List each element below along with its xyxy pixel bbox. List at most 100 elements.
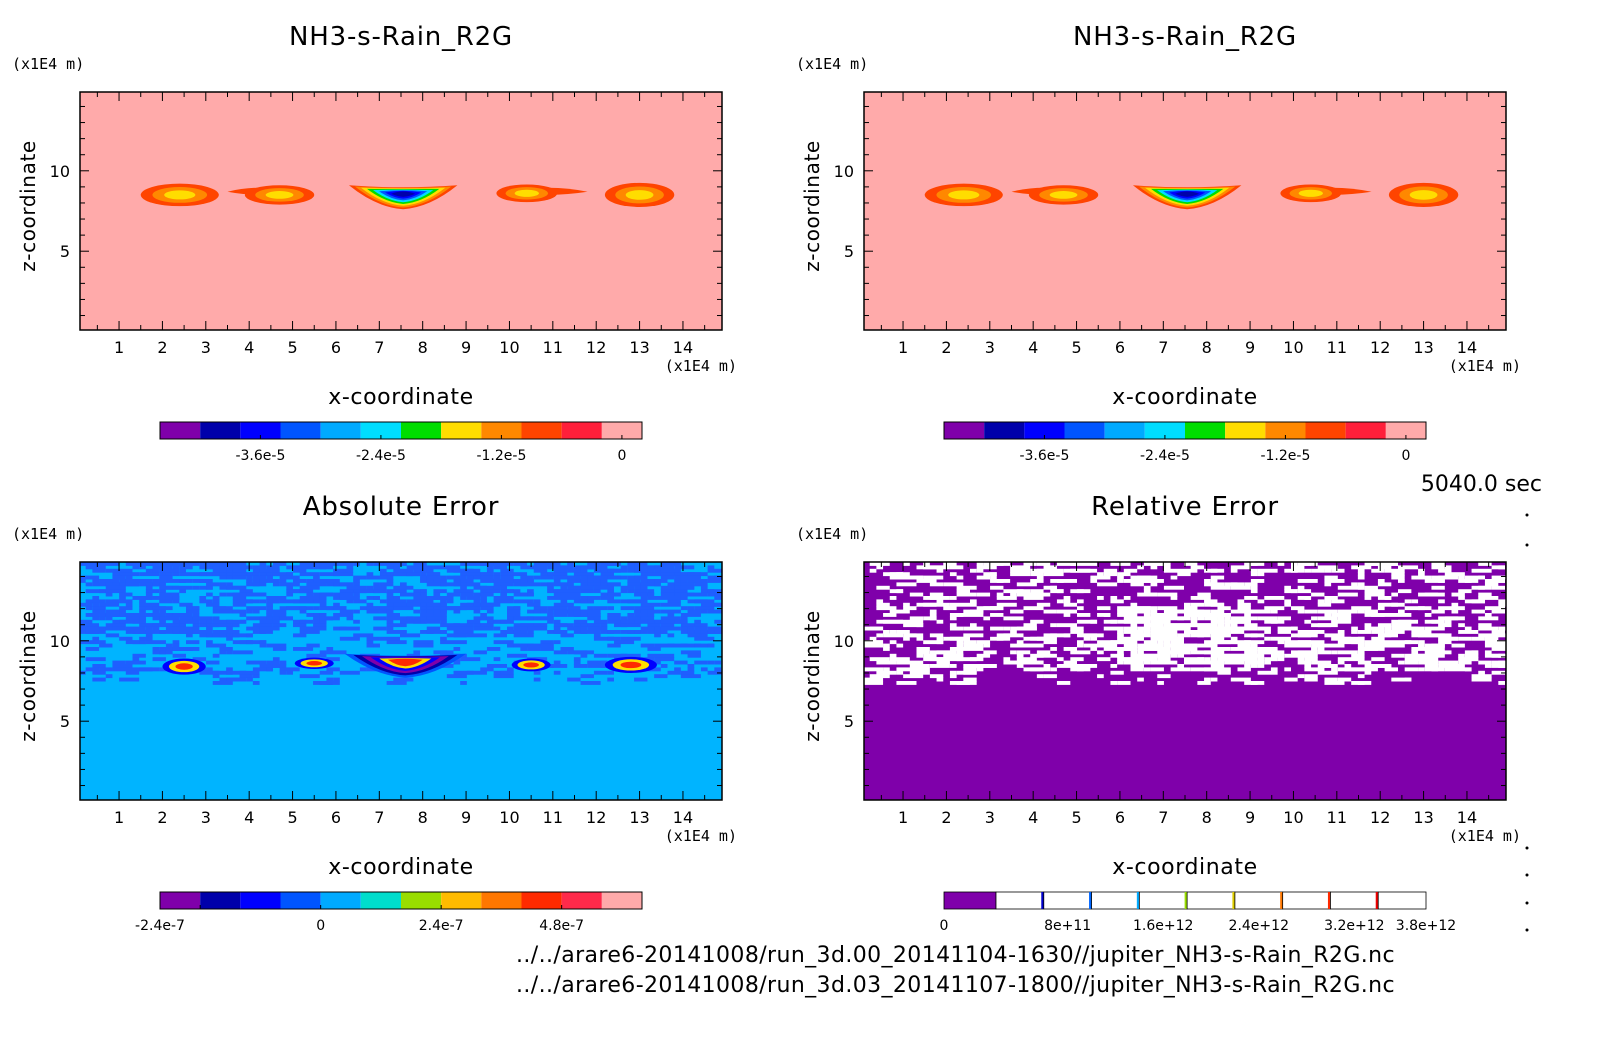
- noise-cell: [1257, 568, 1278, 573]
- noise-cell: [1137, 630, 1144, 634]
- noise-cell: [125, 626, 146, 631]
- noise-cell: [507, 613, 521, 617]
- noise-cell: [1458, 653, 1465, 658]
- noise-cell: [634, 619, 655, 624]
- noise-cell: [112, 664, 133, 668]
- contour-core: [1175, 191, 1200, 197]
- noise-cell: [1117, 630, 1124, 634]
- x-tick-label: 5: [287, 808, 297, 827]
- noise-cell: [246, 575, 253, 580]
- x-tick-label: 13: [629, 338, 649, 357]
- noise-cell: [1110, 681, 1118, 685]
- noise-cell: [1036, 636, 1057, 641]
- noise-cell: [1344, 636, 1365, 641]
- noise-cell: [970, 599, 977, 604]
- noise-cell: [976, 667, 984, 672]
- noise-cell: [1170, 575, 1178, 580]
- noise-cell: [1077, 619, 1098, 624]
- noise-cell: [1478, 633, 1499, 638]
- noise-cell: [85, 589, 106, 594]
- noise-cell: [125, 670, 140, 675]
- noise-cell: [1304, 667, 1325, 672]
- noise-cell: [1163, 568, 1184, 573]
- noise-cell: [553, 660, 561, 665]
- noise-cell: [1177, 653, 1184, 658]
- noise-cell: [460, 568, 481, 573]
- noise-cell: [627, 589, 635, 594]
- noise-cell: [620, 616, 628, 621]
- noise-cell: [326, 562, 340, 566]
- noise-cell: [1404, 599, 1412, 604]
- noise-cell: [647, 568, 655, 573]
- noise-cell: [1418, 653, 1439, 658]
- noise-cell: [272, 599, 280, 604]
- colorbar-frame: [159, 891, 643, 910]
- noise-cell: [1264, 606, 1285, 611]
- noise-cell: [949, 670, 957, 675]
- noise-cell: [929, 616, 937, 621]
- noise-cell: [620, 589, 628, 594]
- noise-cell: [1344, 667, 1365, 672]
- noise-cell: [580, 585, 594, 590]
- noise-cell: [246, 640, 267, 645]
- noise-cell: [1491, 633, 1506, 638]
- noise-cell: [1130, 667, 1144, 672]
- noise-cell: [406, 616, 414, 621]
- noise-cell: [206, 562, 227, 566]
- noise-cell: [1418, 640, 1425, 645]
- colorbar-cell: [1377, 891, 1427, 910]
- noise-cell: [1377, 582, 1392, 587]
- noise-cell: [219, 606, 233, 611]
- noise-cell: [400, 582, 407, 587]
- noise-cell: [353, 579, 360, 583]
- noise-cell: [963, 626, 984, 631]
- noise-cell: [1391, 562, 1398, 566]
- noise-cell: [152, 562, 160, 566]
- noise-cell: [553, 650, 568, 655]
- noise-cell: [1137, 664, 1144, 668]
- noise-cell: [620, 619, 628, 624]
- noise-cell: [206, 667, 213, 672]
- noise-cell: [864, 681, 884, 685]
- noise-cell: [1244, 623, 1258, 628]
- noise-cell: [573, 626, 581, 631]
- noise-cell: [92, 609, 106, 614]
- noise-cell: [1056, 609, 1077, 614]
- noise-cell: [1270, 667, 1278, 672]
- noise-cell: [540, 640, 554, 645]
- noise-cell: [386, 619, 394, 624]
- noise-cell: [1484, 582, 1499, 587]
- noise-cell: [1170, 596, 1178, 600]
- x-tick-label: 14: [673, 338, 693, 357]
- contour-blob: [1049, 191, 1078, 199]
- x-tick-label: 7: [1158, 338, 1168, 357]
- noise-cell: [600, 623, 608, 628]
- noise-cell: [179, 565, 186, 570]
- noise-cell: [1070, 630, 1084, 634]
- noise-cell: [80, 619, 93, 624]
- time-label: 5040.0 sec: [1420, 472, 1542, 497]
- noise-cell: [386, 626, 394, 631]
- noise-cell: [896, 589, 904, 594]
- noise-cell: [1237, 599, 1245, 604]
- noise-cell: [1478, 616, 1499, 621]
- noise-cell: [1324, 664, 1338, 668]
- noise-cell: [433, 609, 441, 614]
- noise-cell: [466, 596, 481, 600]
- margin-dot: [1525, 846, 1529, 850]
- noise-cell: [1250, 568, 1258, 573]
- noise-cell: [1491, 647, 1506, 651]
- noise-cell: [553, 626, 561, 631]
- noise-cell: [212, 681, 233, 685]
- noise-cell: [1184, 602, 1191, 607]
- noise-cell: [1471, 674, 1492, 679]
- noise-cell: [386, 630, 407, 634]
- noise-cell: [1083, 636, 1091, 641]
- y-tick-label: 10: [50, 162, 70, 181]
- noise-cell: [132, 596, 153, 600]
- noise-cell: [212, 599, 220, 604]
- noise-cell: [1143, 613, 1151, 617]
- noise-cell: [667, 616, 681, 621]
- noise-cell: [1130, 613, 1138, 617]
- noise-cell: [1204, 623, 1218, 628]
